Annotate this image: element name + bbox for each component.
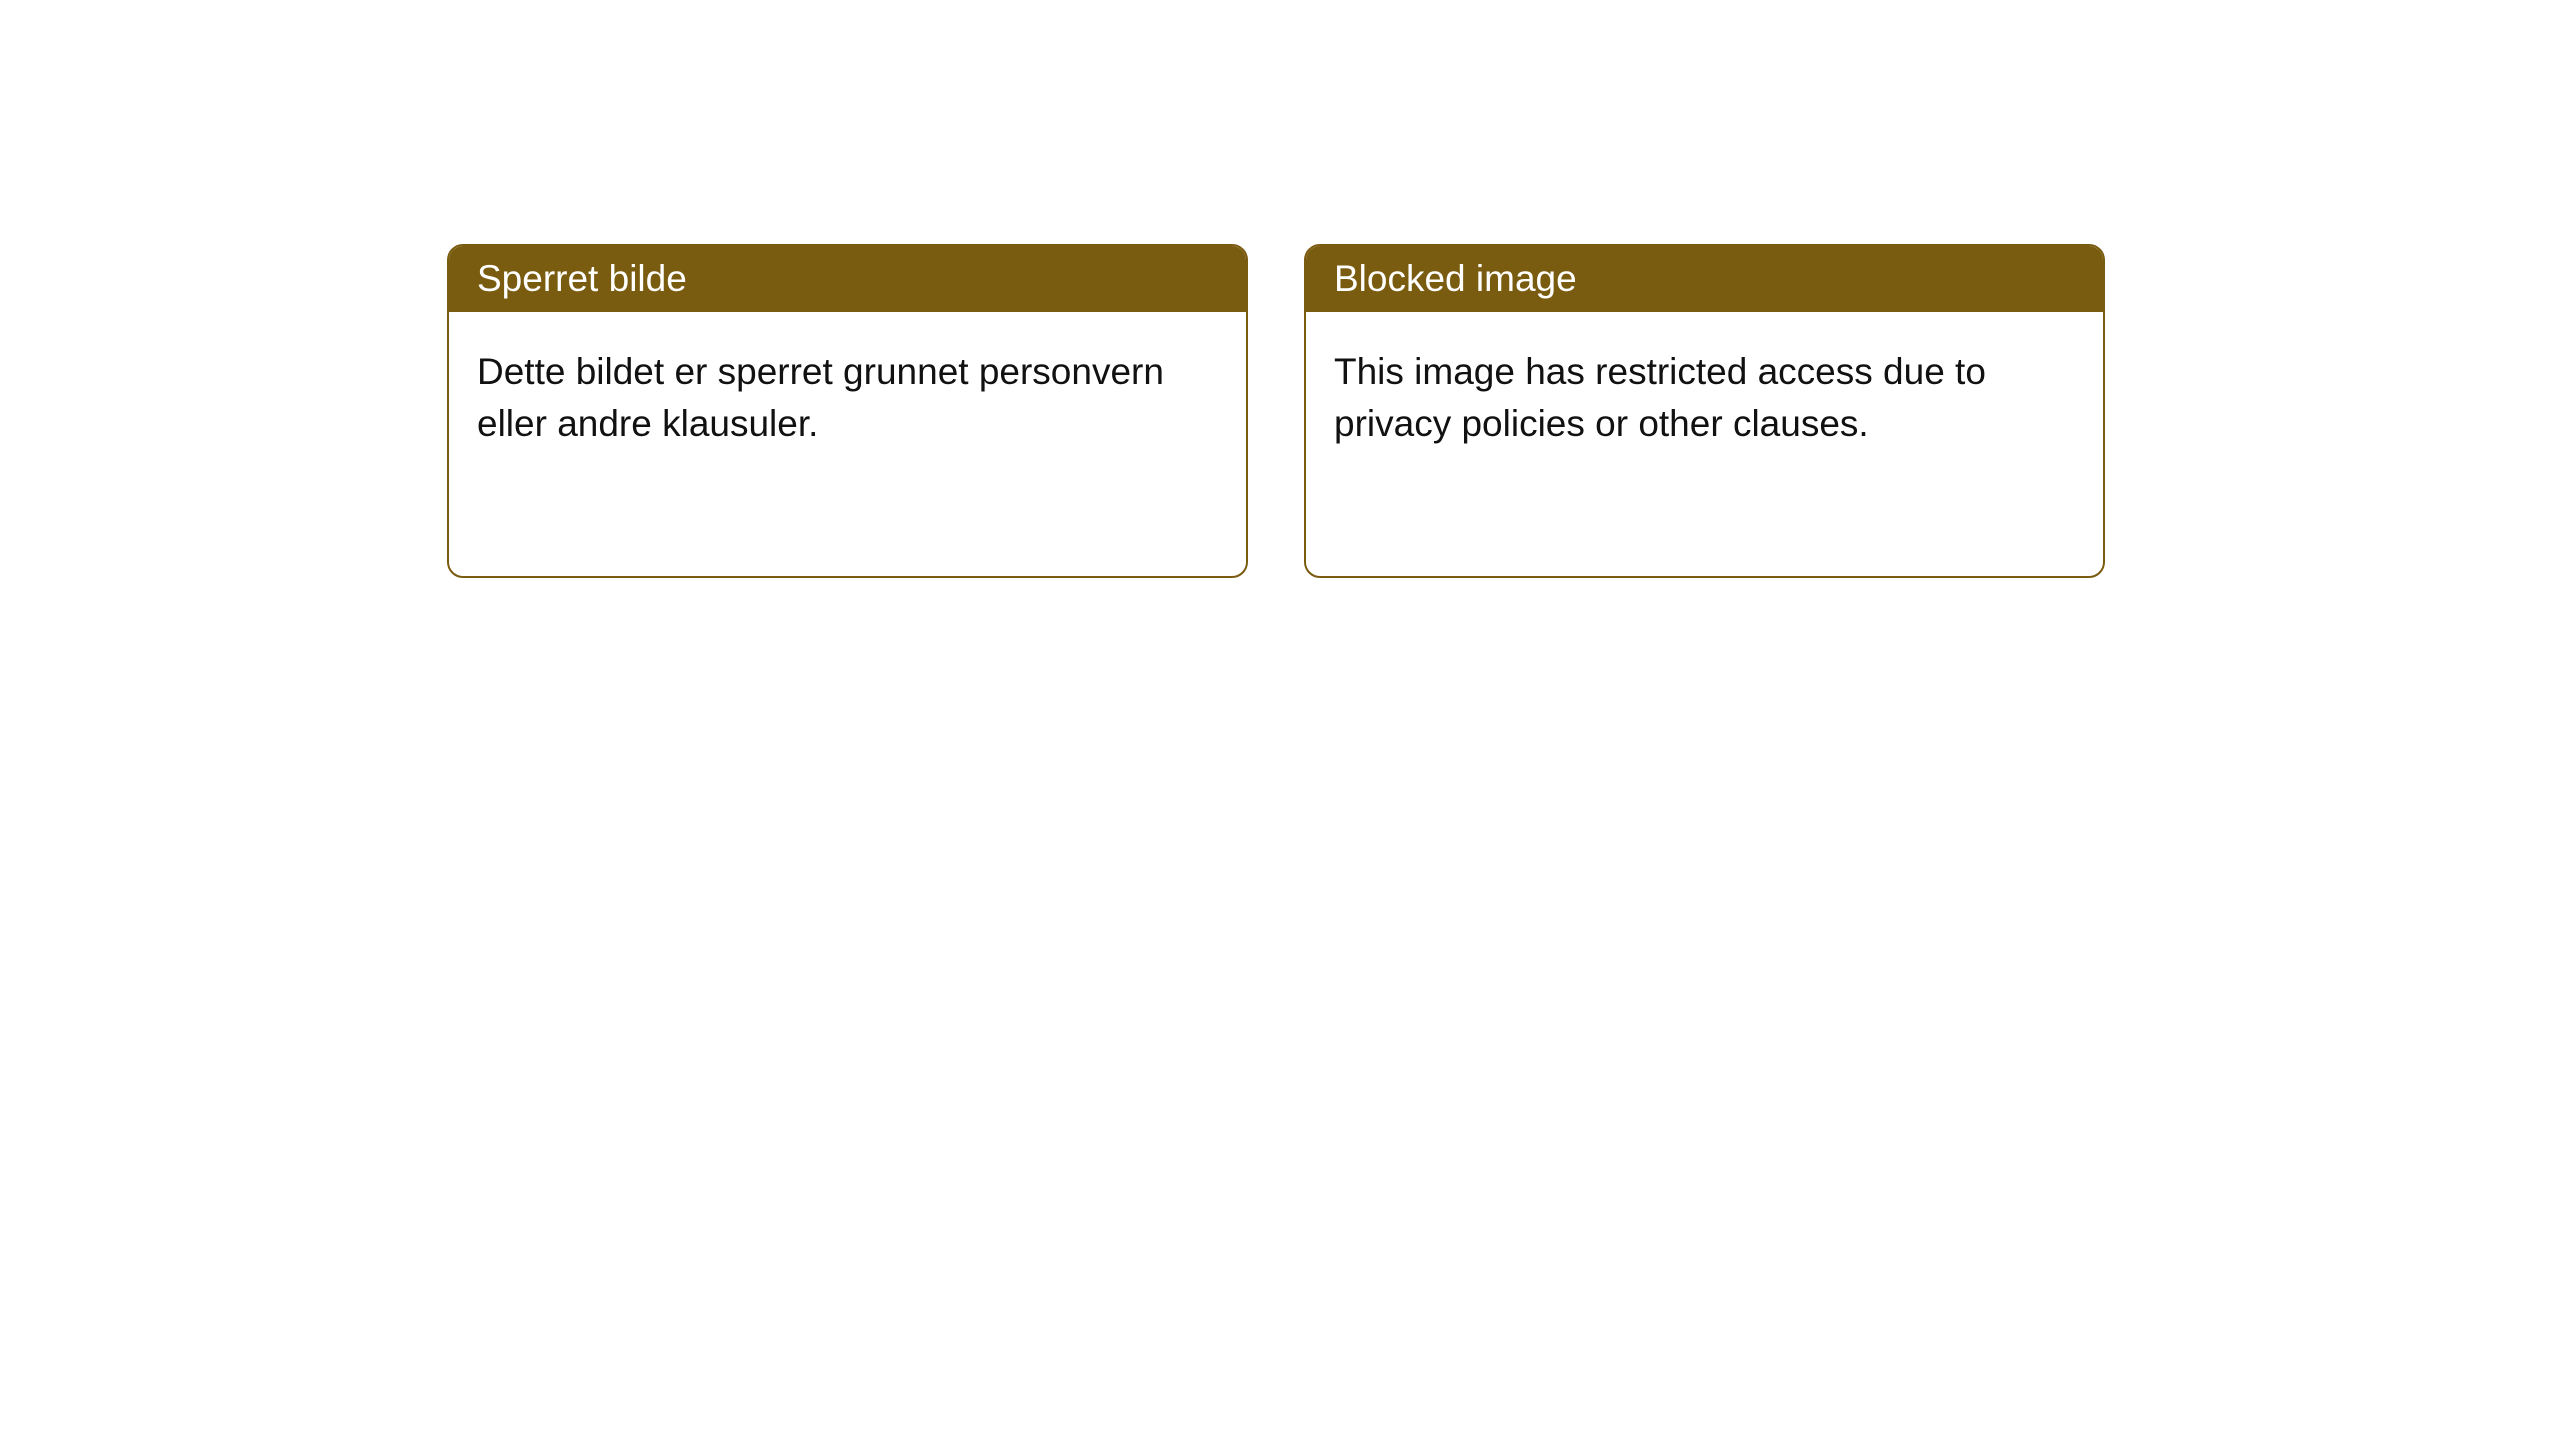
- blocked-image-card-no: Sperret bilde Dette bildet er sperret gr…: [447, 244, 1248, 578]
- card-header: Sperret bilde: [449, 246, 1246, 312]
- card-body-text: This image has restricted access due to …: [1334, 351, 1986, 444]
- blocked-image-card-en: Blocked image This image has restricted …: [1304, 244, 2105, 578]
- card-body-text: Dette bildet er sperret grunnet personve…: [477, 351, 1164, 444]
- card-title: Blocked image: [1334, 258, 1577, 299]
- card-title: Sperret bilde: [477, 258, 687, 299]
- card-body: This image has restricted access due to …: [1306, 312, 2103, 484]
- cards-container: Sperret bilde Dette bildet er sperret gr…: [0, 0, 2560, 578]
- card-body: Dette bildet er sperret grunnet personve…: [449, 312, 1246, 484]
- card-header: Blocked image: [1306, 246, 2103, 312]
